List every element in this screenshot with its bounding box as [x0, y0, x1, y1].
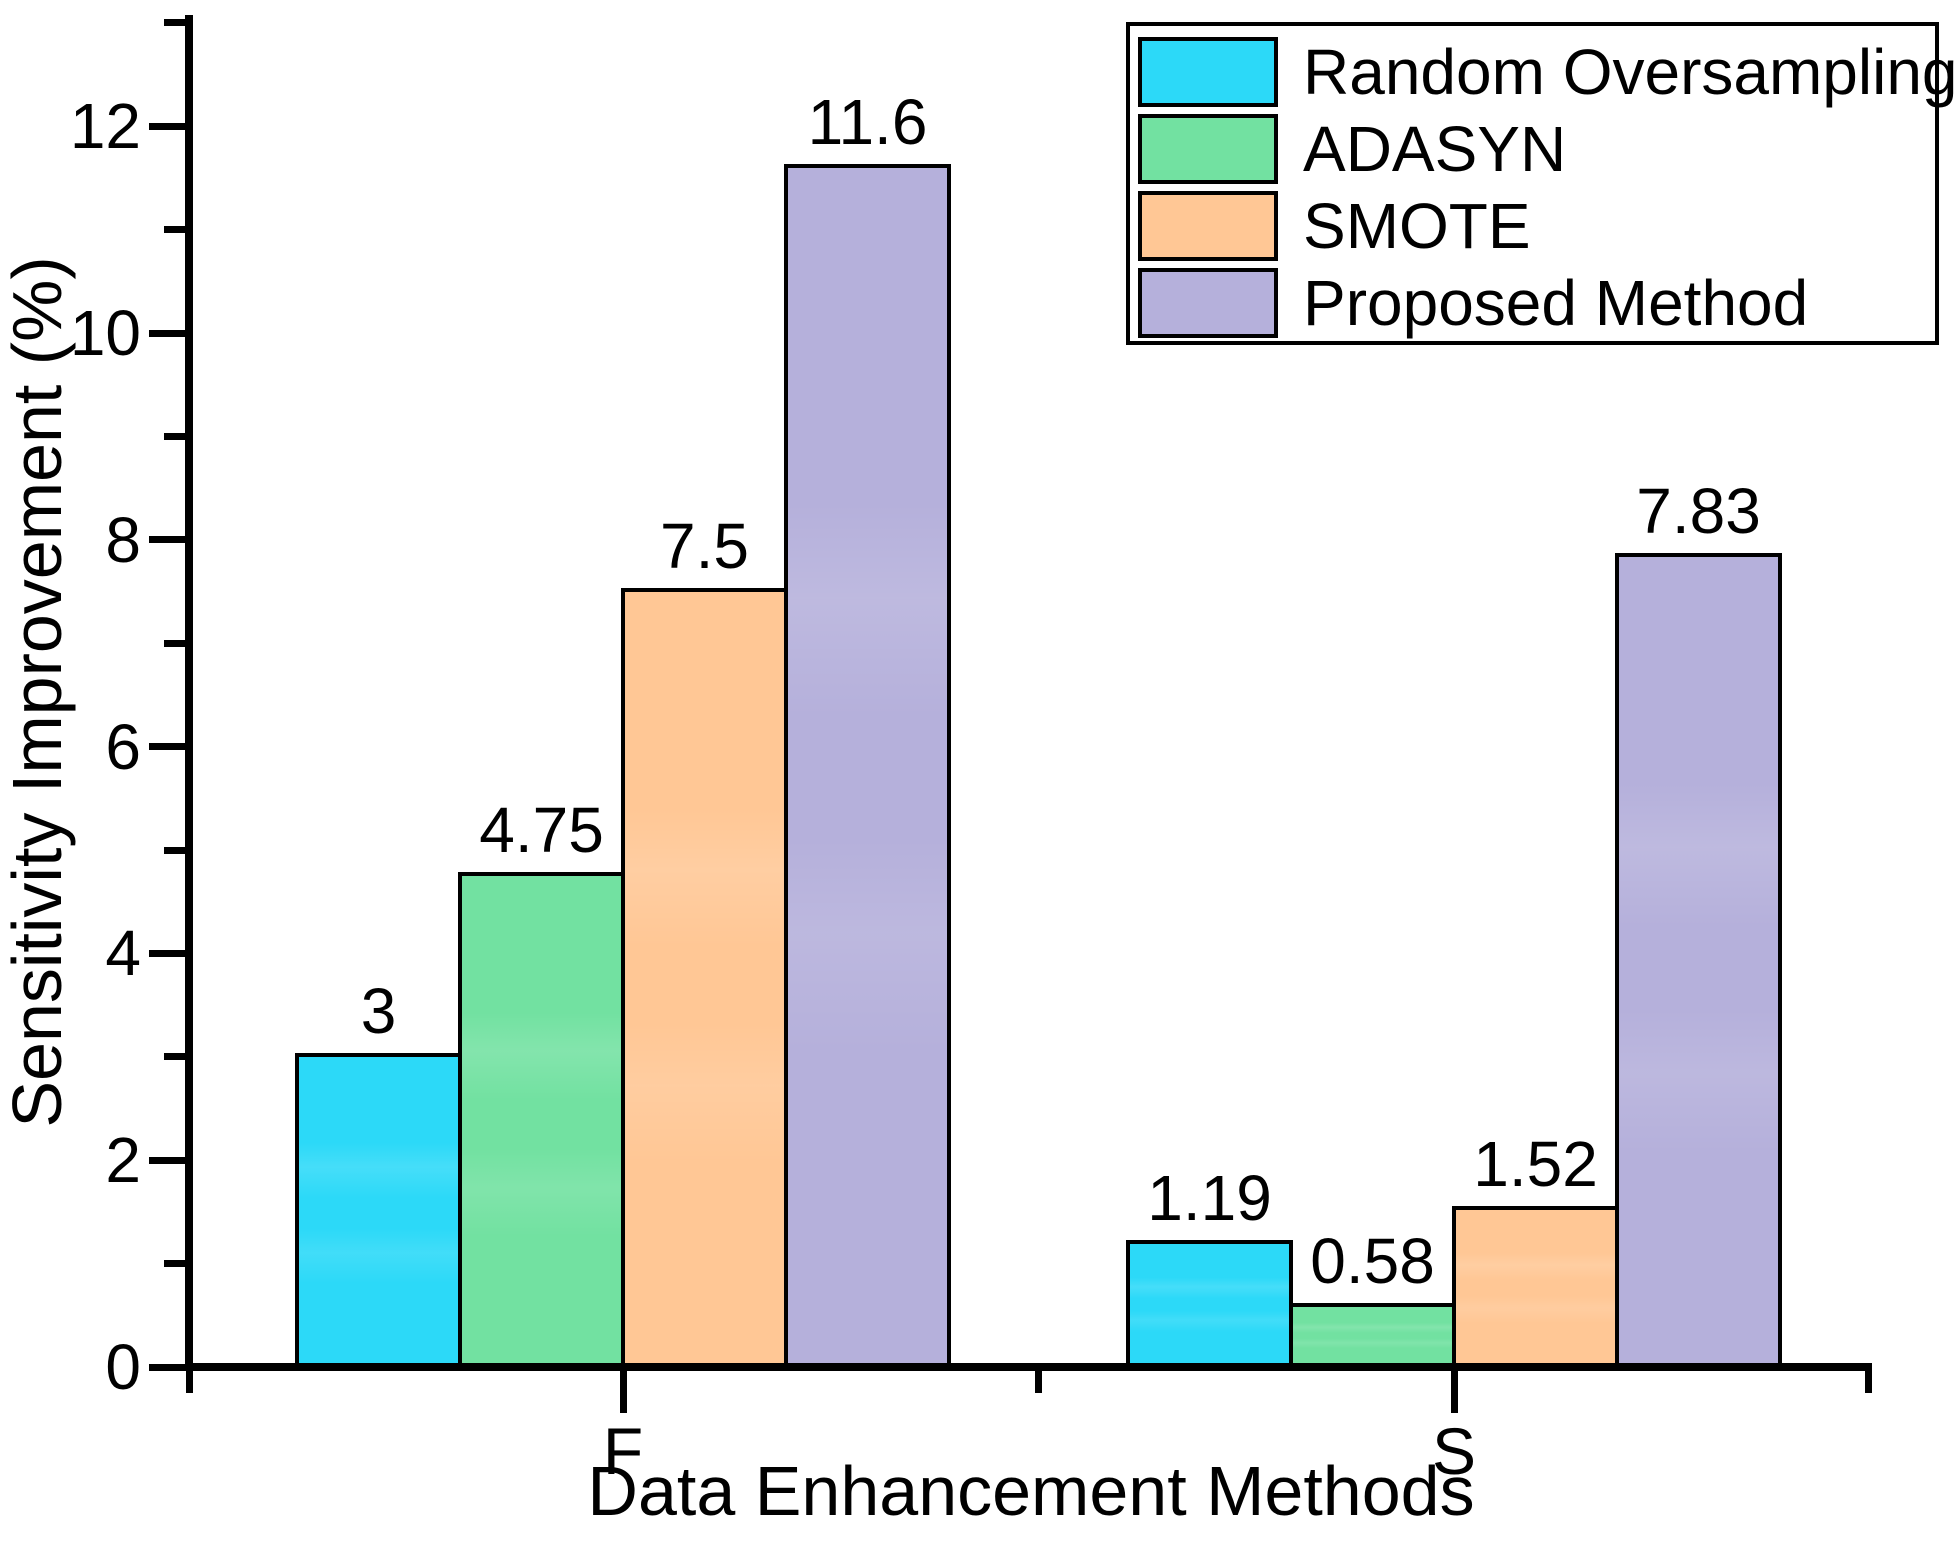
y-minor-tick — [164, 639, 185, 647]
x-minor-tick — [185, 1371, 193, 1393]
y-minor-tick — [164, 226, 185, 234]
legend-label-smote: SMOTE — [1303, 189, 1531, 262]
legend-row-smote: SMOTE — [1138, 187, 1935, 264]
legend: Random Oversampling ADASYN SMOTE Propose… — [1126, 22, 1958, 345]
x-tick-label-F: F — [602, 1414, 644, 1488]
y-minor-tick — [164, 1260, 185, 1268]
bar-F-adasyn — [458, 871, 625, 1367]
y-tick-label: 10 — [69, 297, 141, 369]
bar-S-random-oversampling — [1126, 1239, 1293, 1367]
bar-value-label: 1.52 — [1473, 1127, 1598, 1200]
legend-swatch-smote — [1138, 190, 1278, 261]
y-tick-label: 12 — [69, 90, 141, 163]
legend-row-adasyn: ADASYN — [1138, 110, 1935, 187]
y-tick-label: 6 — [105, 710, 141, 783]
bar-value-label: 11.6 — [807, 85, 928, 158]
legend-row-random-oversampling: Random Oversampling — [1138, 33, 1958, 110]
legend-label-random-oversampling: Random Oversampling — [1303, 35, 1958, 108]
y-minor-tick — [164, 846, 185, 854]
y-major-tick — [149, 536, 185, 544]
x-major-tick — [1450, 1371, 1458, 1413]
bar-value-label: 0.58 — [1310, 1225, 1435, 1298]
legend-swatch-random-oversampling — [1138, 36, 1278, 107]
bar-S-smote — [1452, 1205, 1619, 1367]
legend-swatch-adasyn — [1138, 113, 1278, 184]
x-minor-tick — [1864, 1371, 1872, 1393]
bar-S-adasyn — [1289, 1303, 1456, 1367]
bar-value-label: 1.19 — [1147, 1161, 1272, 1234]
y-minor-tick — [164, 1053, 185, 1061]
legend-label-adasyn: ADASYN — [1303, 112, 1567, 185]
y-major-tick — [149, 1363, 185, 1371]
bar-F-proposed-method — [784, 163, 951, 1367]
y-tick-label: 4 — [105, 917, 141, 990]
legend-row-proposed-method: Proposed Method — [1138, 264, 1935, 341]
x-minor-tick — [1035, 1371, 1042, 1393]
y-major-tick — [149, 949, 185, 957]
bar-value-label: 7.83 — [1636, 475, 1761, 548]
y-major-tick — [149, 1156, 185, 1164]
y-tick-label: 8 — [105, 503, 141, 576]
y-minor-tick — [164, 432, 185, 440]
y-minor-tick — [164, 19, 185, 27]
y-major-tick — [149, 329, 185, 337]
bar-value-label: 3 — [360, 974, 397, 1047]
bar-F-random-oversampling — [295, 1052, 462, 1367]
x-major-tick — [619, 1371, 627, 1413]
bar-value-label: 4.75 — [479, 793, 604, 866]
x-axis-title: Data Enhancement Methods — [587, 1452, 1475, 1530]
y-tick-label: 0 — [105, 1331, 141, 1403]
y-axis-title: Sensitivity Improvement (%) — [0, 256, 76, 1128]
y-tick-label: 2 — [105, 1124, 141, 1197]
bar-S-proposed-method — [1615, 553, 1782, 1367]
y-major-tick — [149, 122, 185, 130]
bar-value-label: 7.5 — [660, 509, 749, 582]
bar-F-smote — [621, 587, 788, 1367]
legend-label-proposed-method: Proposed Method — [1303, 266, 1809, 339]
y-axis-line — [185, 15, 193, 1371]
x-tick-label-S: S — [1431, 1414, 1477, 1488]
y-major-tick — [149, 743, 185, 751]
legend-swatch-proposed-method — [1138, 267, 1278, 338]
x-axis-line — [185, 1363, 1872, 1371]
